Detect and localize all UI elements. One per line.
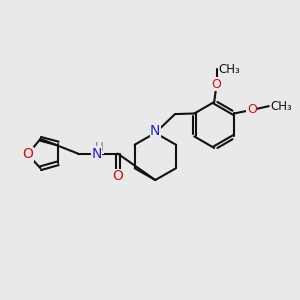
Text: O: O (212, 78, 221, 91)
Text: O: O (112, 169, 123, 184)
Text: CH₃: CH₃ (270, 100, 292, 112)
Text: N: N (91, 146, 102, 161)
Text: CH₃: CH₃ (218, 62, 240, 76)
Text: N: N (150, 124, 160, 138)
Text: H: H (94, 141, 103, 154)
Text: O: O (247, 103, 257, 116)
Text: O: O (22, 147, 33, 161)
